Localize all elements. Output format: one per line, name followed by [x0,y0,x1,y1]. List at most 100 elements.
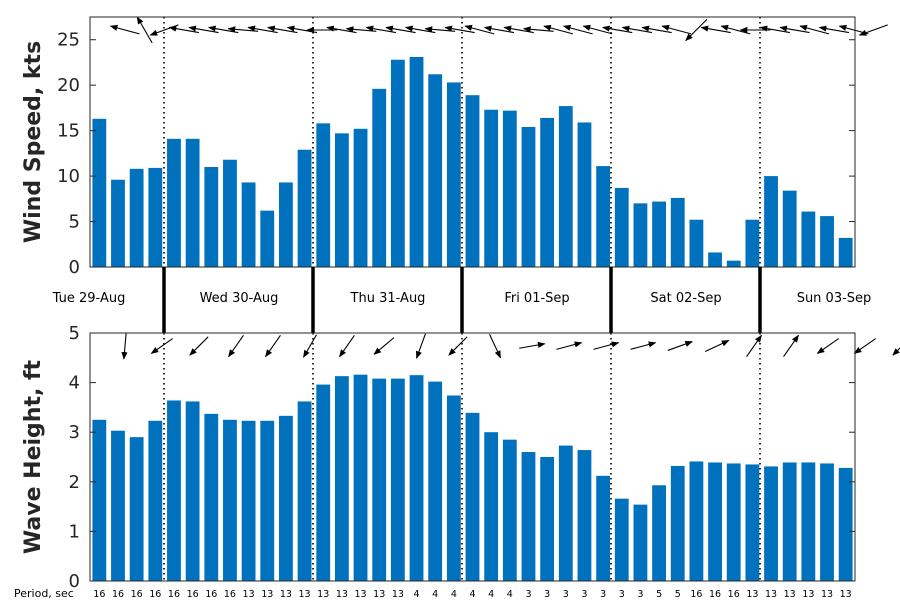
period-value: 13 [373,589,385,600]
wind-direction-arrow [818,25,850,34]
wave-bar [241,420,256,581]
wave-bar [745,464,760,581]
wave-bar [446,395,461,581]
wave-direction-arrow [593,341,620,350]
wind-bar [223,159,237,267]
wind-bar [372,88,387,267]
wind-bar [111,179,125,267]
wind-y-tick-label: 0 [69,257,80,278]
wind-direction-arrow [582,24,613,35]
day-label: Wed 30-Aug [200,291,279,306]
wind-bar [390,59,405,268]
wave-bar [223,419,237,581]
wave-direction-arrow [339,335,355,358]
wind-direction-arrow [109,24,140,35]
wind-bar [484,109,499,267]
wind-bar [185,138,200,267]
period-value: 4 [451,589,457,600]
wind-direction-arrow [759,25,790,34]
wind-speed-panel: 0 5 10 15 20 25 Wind Speed, kts [21,16,888,278]
wave-bar [633,504,648,581]
wind-bar [652,201,666,267]
wind-direction-arrow [779,25,810,34]
wave-bar [185,401,200,581]
period-value: 13 [802,589,814,600]
period-value: 16 [131,589,143,600]
wave-bar [540,457,555,581]
wave-direction-arrow [121,333,128,360]
period-value: 13 [243,589,255,600]
wave-y-axis: 0 1 2 3 4 5 [69,323,855,592]
wind-bar [241,182,256,267]
period-value: 4 [469,589,475,600]
wind-bar [409,57,424,267]
wind-bar [334,133,349,267]
wind-direction-arrow [685,19,708,42]
wave-y-tick-label: 1 [69,521,80,542]
period-value: 13 [317,589,329,600]
wind-direction-arrows [109,16,888,44]
wind-direction-arrow [543,24,574,35]
wind-bar [316,123,331,267]
wind-direction-arrow [483,25,515,34]
wave-bar [148,420,163,581]
wind-bar [820,216,834,267]
wave-bar [577,450,592,581]
wave-direction-arrow [189,336,209,356]
period-value: 13 [336,589,348,600]
wave-bar [316,384,331,581]
period-value: 16 [709,589,721,600]
day-label: Fri 01-Sep [504,291,569,306]
wave-direction-arrow [892,347,900,356]
period-value: 16 [728,589,740,600]
wind-y-tick-label: 15 [57,121,80,142]
wave-y-tick-label: 3 [69,422,80,443]
period-value: 3 [525,589,531,600]
wind-bar [204,167,219,267]
wave-bar [297,401,312,581]
period-value: 3 [637,589,643,600]
period-value: 16 [112,589,124,600]
period-value: 13 [840,589,852,600]
wind-plot-frame [89,16,856,268]
wind-direction-arrow [601,25,633,34]
period-values: 16 16 16 16 16 16 16 16 13 13 13 13 13 13 13 13 13 4 4 4 4 4 4… [93,589,851,600]
period-value: 5 [675,589,681,600]
wind-day-separators [163,17,761,267]
wave-bars [92,374,853,581]
period-value: 4 [413,589,419,600]
wind-bar [540,117,555,267]
wind-direction-arrow [562,24,593,35]
wave-bar [614,498,629,581]
wind-bar [465,95,480,268]
period-value: 3 [619,589,625,600]
wave-direction-arrow [556,341,583,350]
wave-direction-arrow [416,333,426,359]
wind-bar [726,260,741,267]
wind-bar [129,168,144,267]
period-value: 3 [600,589,606,600]
wave-direction-arrow [265,335,281,358]
period-value: 4 [488,589,494,600]
wind-direction-arrow [136,16,153,44]
wind-direction-arrow [700,25,731,34]
period-value: 5 [656,589,662,600]
period-value: 4 [432,589,438,600]
wave-bar [670,465,685,581]
wave-bar [521,452,536,581]
wave-bar [167,400,181,581]
wind-direction-arrow [365,25,396,34]
wave-bar [764,466,778,581]
wave-bar [334,376,349,581]
wind-y-tick-label: 25 [57,30,80,51]
wind-bar [558,106,573,267]
wave-bar [689,461,704,581]
period-value: 16 [187,589,199,600]
wave-bar [484,432,499,581]
wind-y-axis: 0 5 10 15 20 25 [57,30,855,278]
wind-bar [92,118,107,267]
wave-direction-arrow [303,334,317,358]
day-label-band: Tue 29-Aug Wed 30-Aug Thu 31-Aug Fri 01-Sep… [52,267,871,333]
wind-bar [689,219,704,267]
